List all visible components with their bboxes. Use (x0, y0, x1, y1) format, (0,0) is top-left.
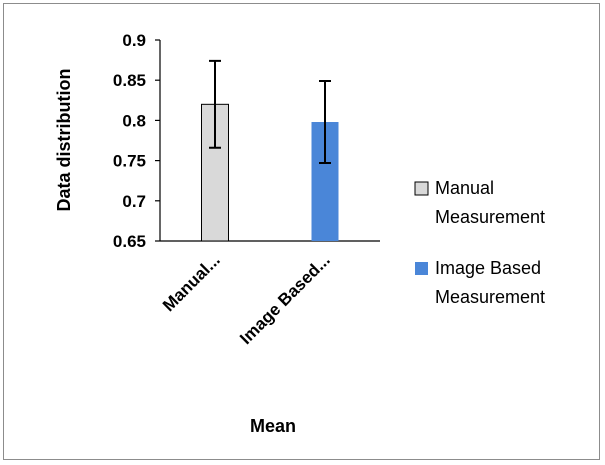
y-tick-label: 0.75 (113, 152, 146, 171)
y-tick-label: 0.65 (113, 232, 146, 251)
x-axis-tick-labels: Manual... Image Based... (159, 250, 334, 348)
y-tick-label: 0.85 (113, 71, 146, 90)
y-tick-label: 0.8 (122, 111, 146, 130)
legend-swatch-image-based (415, 262, 428, 275)
y-tick-label: 0.9 (122, 31, 146, 50)
y-axis-ticks: 0.9 0.85 0.8 0.75 0.7 0.65 (113, 31, 160, 251)
y-axis-title: Data distribution (54, 69, 74, 212)
chart-frame (3, 3, 600, 460)
legend-label-manual-2: Measurement (435, 207, 545, 227)
x-axis-title: Mean (250, 416, 296, 436)
legend-label-image-based-2: Measurement (435, 287, 545, 307)
x-tick-label: Image Based... (236, 250, 334, 348)
legend: Manual Measurement Image Based Measureme… (414, 178, 545, 307)
legend-label-manual-1: Manual (435, 178, 494, 198)
bars (201, 59, 339, 242)
error-bar-0 (209, 59, 221, 149)
legend-label-image-based-1: Image Based (435, 258, 541, 278)
legend-swatch-manual (414, 181, 429, 196)
y-tick-label: 0.7 (122, 192, 146, 211)
error-bar-1 (319, 80, 331, 165)
x-tick-label: Manual... (159, 250, 224, 315)
